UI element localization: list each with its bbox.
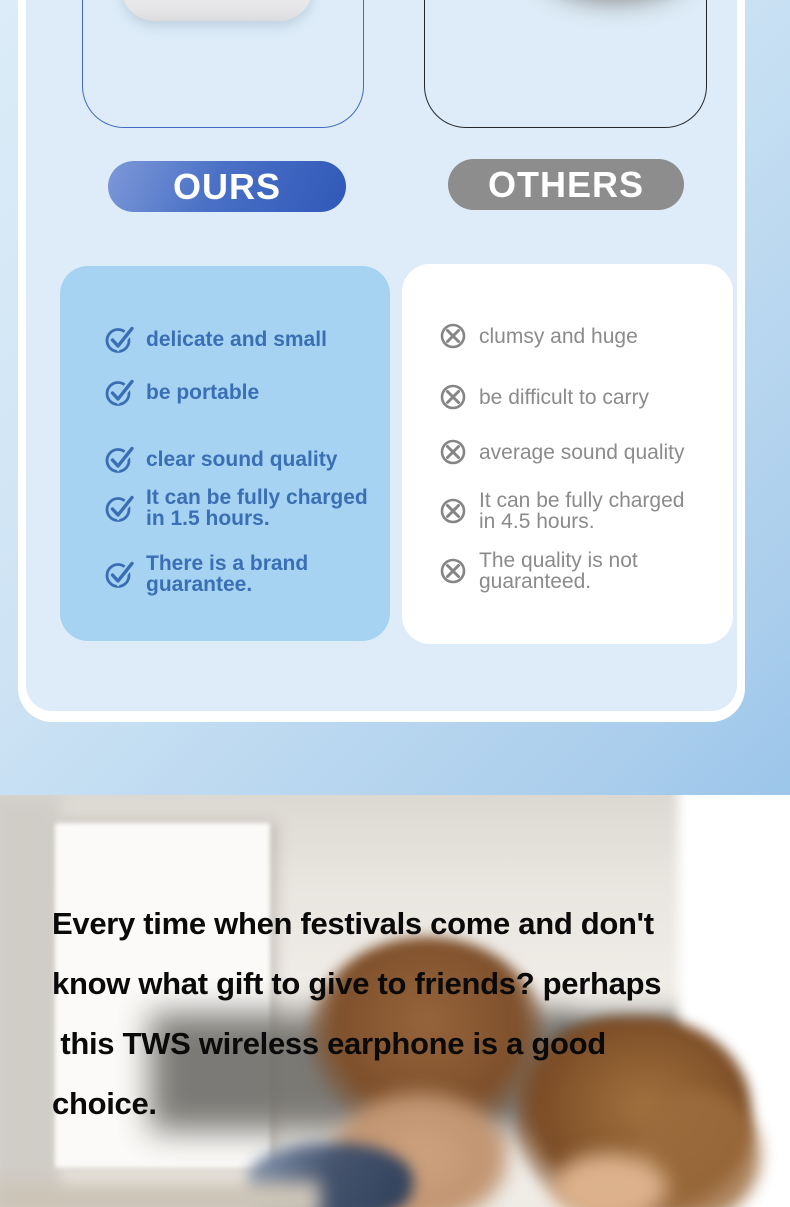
- circled-check-icon: [105, 444, 135, 474]
- feature-item: be portable: [105, 377, 259, 407]
- feature-text: It can be fully charged in 1.5 hours.: [146, 486, 368, 530]
- feature-item: average sound quality: [438, 437, 684, 467]
- ours-product-image: [82, 0, 364, 128]
- feature-text: There is a brand guarantee.: [146, 552, 309, 596]
- feature-text: be difficult to carry: [479, 385, 650, 409]
- feature-item: be difficult to carry: [438, 382, 649, 412]
- others-feature-card: clumsy and huge be difficult to carry av…: [402, 264, 733, 644]
- feature-text: be portable: [146, 380, 260, 404]
- feature-item: It can be fully charged in 1.5 hours.: [105, 487, 377, 529]
- feature-item: clumsy and huge: [438, 321, 638, 351]
- earphone-case-image: [121, 0, 313, 21]
- ours-feature-card: delicate and small be portable clear sou…: [60, 266, 390, 641]
- feature-text: clumsy and huge: [479, 324, 638, 348]
- feature-text: It can be fully charged in 4.5 hours.: [479, 489, 685, 533]
- feature-item: clear sound quality: [105, 444, 337, 474]
- ours-badge: OURS: [108, 161, 346, 212]
- blurry-earphone-image: [535, 0, 695, 1]
- promo-line: know what gift to give to friends? perha…: [52, 966, 662, 1001]
- feature-text: delicate and small: [146, 327, 327, 351]
- promo-text: Every time when festivals come and don't…: [52, 894, 661, 1134]
- circled-x-icon: [438, 437, 468, 467]
- circled-check-icon: [105, 324, 135, 354]
- feature-text: The quality is not guaranteed.: [479, 549, 638, 593]
- feature-item: The quality is not guaranteed.: [438, 550, 678, 592]
- promo-line: Every time when festivals come and don't: [52, 906, 654, 941]
- photo-wall-edge: [0, 795, 60, 1207]
- photo-woman-face: [552, 1153, 667, 1207]
- circled-x-icon: [438, 321, 468, 351]
- circled-check-icon: [105, 493, 135, 523]
- circled-x-icon: [438, 556, 468, 586]
- others-badge: OTHERS: [448, 159, 684, 210]
- promo-line: this TWS wireless earphone is a good: [52, 1026, 606, 1061]
- comparison-panel: OURS OTHERS delicate and small be portab…: [26, 0, 737, 711]
- feature-item: There is a brand guarantee.: [105, 553, 335, 595]
- circled-check-icon: [105, 559, 135, 589]
- circled-x-icon: [438, 382, 468, 412]
- circled-x-icon: [438, 496, 468, 526]
- feature-item: It can be fully charged in 4.5 hours.: [438, 490, 706, 532]
- photo-floor: [0, 1181, 320, 1207]
- feature-text: average sound quality: [479, 440, 685, 464]
- others-product-image: [424, 0, 707, 128]
- comparison-card: OURS OTHERS delicate and small be portab…: [18, 0, 745, 722]
- promo-line: choice.: [52, 1086, 157, 1121]
- circled-check-icon: [105, 377, 135, 407]
- lifestyle-photo: Every time when festivals come and don't…: [0, 795, 790, 1207]
- feature-text: clear sound quality: [146, 447, 338, 471]
- feature-item: delicate and small: [105, 324, 327, 354]
